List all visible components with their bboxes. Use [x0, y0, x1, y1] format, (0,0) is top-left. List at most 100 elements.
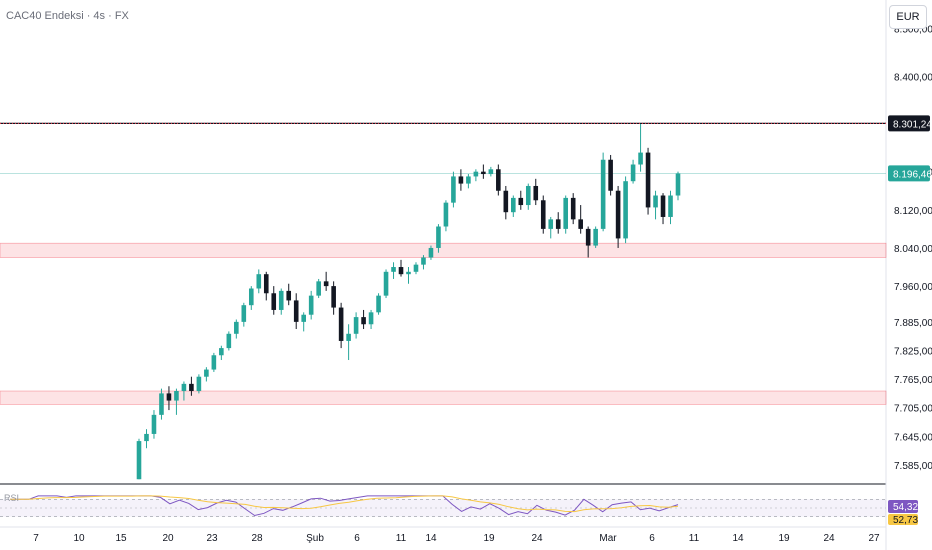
- candle: [481, 164, 486, 179]
- candle-body: [675, 173, 681, 196]
- candle: [323, 271, 329, 291]
- candle: [278, 288, 284, 315]
- candle-body: [533, 185, 539, 201]
- rsi-band: [0, 499, 886, 517]
- candle-body: [338, 307, 344, 341]
- candle-body: [406, 271, 411, 275]
- y-tick-label: 7.960,00: [894, 282, 932, 293]
- candle-body: [278, 290, 284, 310]
- x-tick-label: 6: [649, 533, 655, 544]
- candle-body: [413, 264, 419, 272]
- candle-body: [653, 195, 658, 208]
- candle-body: [600, 159, 606, 229]
- candle-body: [181, 383, 187, 392]
- candle: [570, 193, 576, 225]
- candle-body: [308, 295, 314, 315]
- candle: [226, 331, 232, 351]
- candle-body: [293, 300, 299, 322]
- candle: [585, 226, 591, 258]
- candle: [219, 345, 224, 361]
- x-tick-label: 19: [483, 533, 495, 544]
- candle-body: [548, 219, 554, 229]
- candle-body: [443, 202, 449, 227]
- candle-body: [316, 281, 321, 296]
- candle: [638, 123, 643, 172]
- candle-body: [226, 333, 232, 349]
- candle: [271, 286, 277, 315]
- candle-body: [219, 348, 224, 356]
- candle: [488, 166, 494, 177]
- candle-body: [511, 197, 516, 213]
- x-tick-label: 14: [425, 533, 437, 544]
- y-tick-label: 7.705,00: [894, 404, 932, 415]
- x-tick-label: Mar: [599, 533, 617, 544]
- x-tick-label: 6: [354, 533, 360, 544]
- candle: [675, 171, 681, 201]
- candle-body: [204, 369, 209, 377]
- candle: [189, 376, 194, 396]
- candle: [248, 286, 254, 310]
- x-tick-label: Şub: [306, 533, 324, 544]
- candle: [234, 319, 239, 339]
- candle-body: [481, 171, 486, 175]
- candle-body: [623, 181, 628, 239]
- candle: [413, 262, 419, 275]
- candle-body: [136, 441, 142, 480]
- y-tick-label: 7.825,00: [894, 346, 932, 357]
- rsi-ma-line: [10, 495, 679, 513]
- candle-body: [645, 152, 651, 208]
- y-tick-label: 8.040,00: [894, 244, 932, 255]
- x-tick-label: 10: [73, 533, 85, 544]
- candle: [316, 278, 321, 299]
- candle: [181, 381, 187, 401]
- y-tick-label: 7.645,00: [894, 432, 932, 443]
- candle: [593, 226, 598, 248]
- candle: [660, 193, 666, 225]
- rsi-value-label: 54,32: [893, 502, 918, 513]
- symbol-title[interactable]: CAC40 Endeksi · 4s · FX: [6, 10, 129, 22]
- candle: [166, 386, 172, 411]
- candle: [630, 159, 636, 184]
- candle-body: [331, 286, 336, 308]
- candle-body: [615, 190, 621, 239]
- candle: [241, 302, 247, 327]
- x-tick-label: 24: [531, 533, 543, 544]
- candle: [421, 255, 426, 270]
- rsi-ma-value-label: 52,73: [893, 515, 918, 526]
- candle: [511, 195, 516, 217]
- candle: [338, 302, 344, 349]
- candle: [263, 271, 269, 301]
- candle: [196, 374, 202, 394]
- rsi-ma-value-bg: [888, 514, 918, 525]
- candle-body: [174, 391, 179, 401]
- currency-button[interactable]: EUR: [889, 5, 927, 29]
- candle: [398, 259, 404, 277]
- rsi-label: RSI: [4, 493, 20, 503]
- current-price-label: 8.196,46: [893, 169, 932, 180]
- candle-body: [436, 226, 441, 248]
- x-tick-label: 11: [689, 533, 700, 544]
- candle-body: [421, 257, 426, 265]
- candle: [555, 212, 561, 234]
- candle: [518, 190, 524, 210]
- candle: [136, 438, 142, 480]
- candle: [466, 174, 471, 189]
- candle-body: [271, 293, 277, 310]
- candle: [361, 309, 366, 330]
- candle: [256, 269, 262, 294]
- candle: [563, 195, 569, 234]
- x-tick-label: 28: [251, 533, 263, 544]
- candle-body: [286, 290, 292, 301]
- x-tick-label: 14: [732, 533, 744, 544]
- candle: [406, 267, 411, 284]
- candle-body: [248, 288, 254, 306]
- candle-body: [668, 195, 673, 217]
- candle-body: [540, 200, 546, 229]
- candle: [540, 195, 546, 234]
- candle: [615, 185, 621, 248]
- candle-body: [466, 176, 471, 184]
- candle: [301, 312, 306, 332]
- candle: [436, 224, 441, 253]
